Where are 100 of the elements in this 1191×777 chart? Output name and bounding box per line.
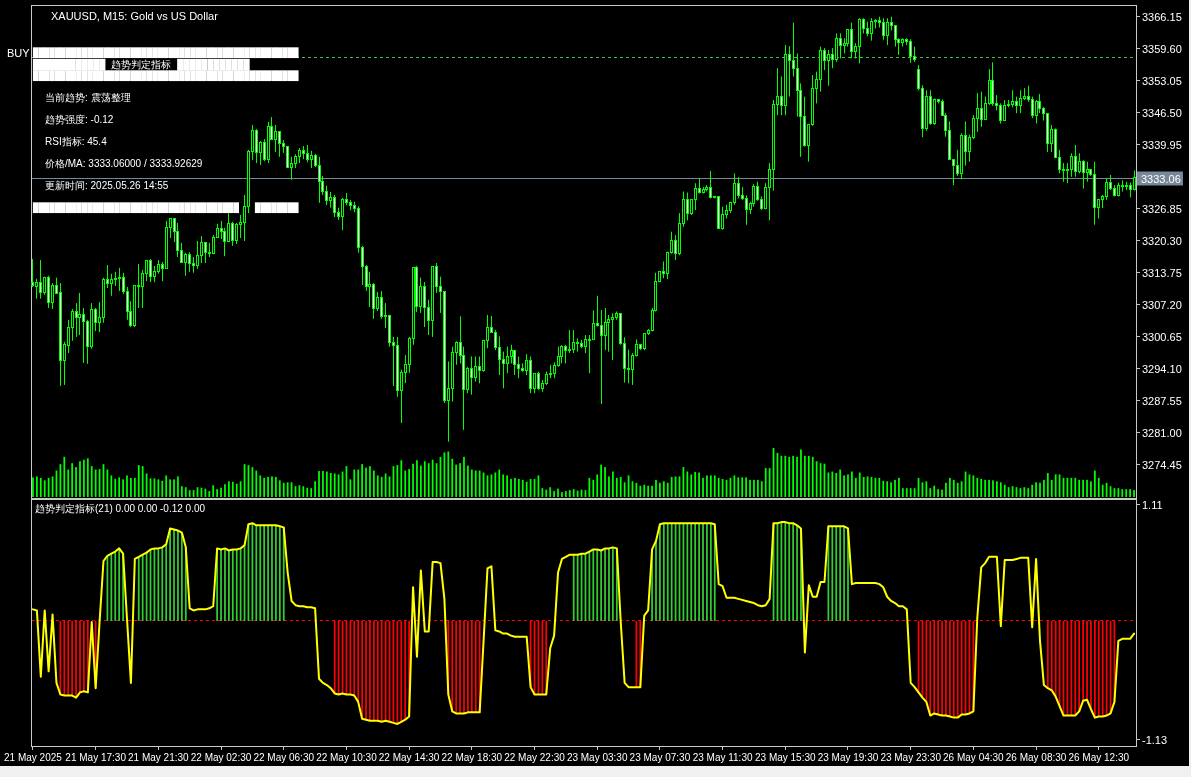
candlestick [886, 17, 889, 46]
candlestick [1019, 89, 1022, 114]
candlestick [1078, 152, 1081, 174]
ref-line-label: BUY [7, 46, 31, 59]
candlestick [850, 22, 853, 59]
y-tick-label: 3320.30 [1142, 234, 1182, 247]
x-tick-label: 22 May 10:30 [316, 752, 378, 763]
candlestick [1074, 144, 1077, 178]
candlestick [560, 344, 563, 364]
candlestick [882, 17, 885, 41]
candlestick [188, 251, 191, 273]
x-tick-label: 23 May 07:30 [629, 752, 691, 763]
candlestick [999, 102, 1002, 124]
candlestick [1082, 159, 1085, 190]
candlestick [231, 221, 234, 247]
annotation: ████████ [254, 202, 299, 215]
chart-title: 趋势判定指标(21) 0.00 0.00 -0.12 0.00 [35, 503, 206, 514]
y-tick-label: 1.11 [1142, 498, 1163, 511]
y-tick-label: 3346.50 [1142, 106, 1182, 119]
y-tick-label: 3274.45 [1142, 458, 1182, 471]
x-tick-label: 26 May 08:30 [1005, 752, 1067, 763]
candlestick [1038, 93, 1041, 114]
candlestick [278, 131, 281, 158]
x-tick-label: 23 May 15:30 [755, 752, 817, 763]
x-tick-label: 23 May 19:30 [817, 752, 879, 763]
candlestick [196, 240, 199, 270]
candlestick [909, 38, 912, 64]
candlestick [694, 182, 697, 211]
candlestick [839, 32, 842, 59]
candlestick [227, 212, 230, 243]
candlestick [576, 337, 579, 353]
x-tick-label: 22 May 22:30 [504, 752, 566, 763]
candlestick [709, 170, 712, 199]
candlestick [513, 349, 516, 376]
candlestick [827, 49, 830, 87]
candlestick [572, 329, 575, 354]
y-tick-label: -1.13 [1142, 733, 1168, 746]
y-tick-label: 3313.75 [1142, 266, 1182, 279]
candlestick [31, 258, 34, 288]
candlestick [933, 98, 936, 126]
line-series [31, 521, 1136, 725]
candlestick [592, 310, 595, 341]
candlestick [564, 344, 567, 364]
candlestick [1105, 177, 1108, 201]
candlestick [474, 356, 477, 382]
candlestick [737, 176, 740, 199]
candlestick [470, 356, 473, 396]
candlestick [35, 278, 38, 300]
y-tick-label: 3281.00 [1142, 426, 1182, 439]
chart-title: XAUUSD, M15: Gold vs US Dollar [51, 10, 219, 22]
y-tick-label: 3326.85 [1142, 202, 1182, 215]
x-tick-label: 21 May 21:30 [128, 752, 190, 763]
candlestick [604, 307, 607, 351]
candlestick [82, 307, 85, 364]
candlestick [600, 309, 603, 405]
candlestick [71, 308, 74, 342]
candlestick [118, 267, 121, 292]
candlestick [423, 281, 426, 328]
candlestick [1003, 99, 1006, 121]
x-tick-label: 23 May 03:30 [566, 752, 628, 763]
candlestick [1070, 152, 1073, 178]
x-tick-label: 23 May 23:30 [880, 752, 942, 763]
annotation: █████████████████████████████████████████████████ [32, 70, 300, 83]
candlestick [380, 290, 383, 320]
y-tick-label: 3307.20 [1142, 298, 1182, 311]
annotation: 价格/MA: 3333.06000 / 3333.92629 [44, 158, 203, 169]
candlestick [537, 371, 540, 391]
annotation: █████████████████████████████████████████████████ [32, 46, 300, 59]
candlestick [235, 222, 238, 245]
candlestick [1031, 96, 1034, 119]
annotation: 当前趋势: 震荡整理 [45, 92, 131, 103]
candlestick [870, 17, 873, 42]
annotation: 趋势强度: -0.12 [45, 114, 114, 125]
candlestick [1133, 170, 1136, 191]
candlestick [341, 197, 344, 231]
candlestick [568, 329, 571, 354]
candlestick [498, 335, 501, 376]
candlestick [686, 192, 689, 221]
y-tick-label: 3300.65 [1142, 330, 1182, 343]
candlestick [200, 235, 203, 264]
annotation: 更新时间: 2025.05.26 14:55 [45, 180, 169, 191]
candlestick [506, 346, 509, 374]
candlestick [255, 128, 258, 164]
candlestick [835, 32, 838, 63]
y-tick-label: 3287.55 [1142, 394, 1182, 407]
candlestick [510, 344, 513, 364]
ref-line-label: 3333.06 [1141, 172, 1181, 185]
x-tick-label: 22 May 14:30 [378, 752, 440, 763]
x-tick-label: 23 May 11:30 [692, 752, 753, 763]
x-tick-label: 26 May 12:30 [1068, 752, 1130, 763]
candlestick [184, 252, 187, 277]
candlestick [325, 185, 328, 206]
candlestick [110, 273, 113, 297]
y-tick-label: 3294.10 [1142, 362, 1182, 375]
x-tick-label: 21 May 2025 [4, 752, 63, 763]
x-tick-label: 26 May 04:30 [943, 752, 1005, 763]
candlestick [318, 156, 321, 204]
candlestick [39, 259, 42, 300]
candlestick [149, 258, 152, 283]
candlestick [980, 91, 983, 128]
